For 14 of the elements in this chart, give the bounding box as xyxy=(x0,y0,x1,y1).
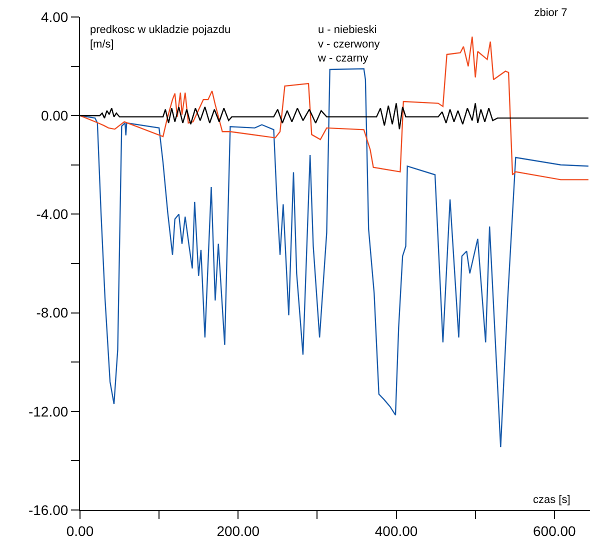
x-tick-label: 0.00 xyxy=(66,522,94,539)
annotation: u - niebieski v - czerwony w - czarny xyxy=(317,24,380,65)
y-tick-label: -8.00 xyxy=(36,304,68,321)
y-tick-label: -4.00 xyxy=(36,206,68,222)
chart-title: zbior 7 xyxy=(534,6,568,19)
y-tick-label: 0.00 xyxy=(40,108,68,124)
y-axis-title: predkosc w ukladzie pojazdu [m/s] xyxy=(90,24,231,50)
y-tick-label: 4.00 xyxy=(40,8,68,25)
y-tick-label: -12.00 xyxy=(28,403,68,420)
x-tick-label: 600.00 xyxy=(533,522,576,539)
x-axis-title: czas [s] xyxy=(533,494,570,506)
y-tick-label: -16.00 xyxy=(28,502,68,518)
x-tick-label: 200.00 xyxy=(216,522,260,539)
x-tick-label: 400.00 xyxy=(374,522,418,539)
